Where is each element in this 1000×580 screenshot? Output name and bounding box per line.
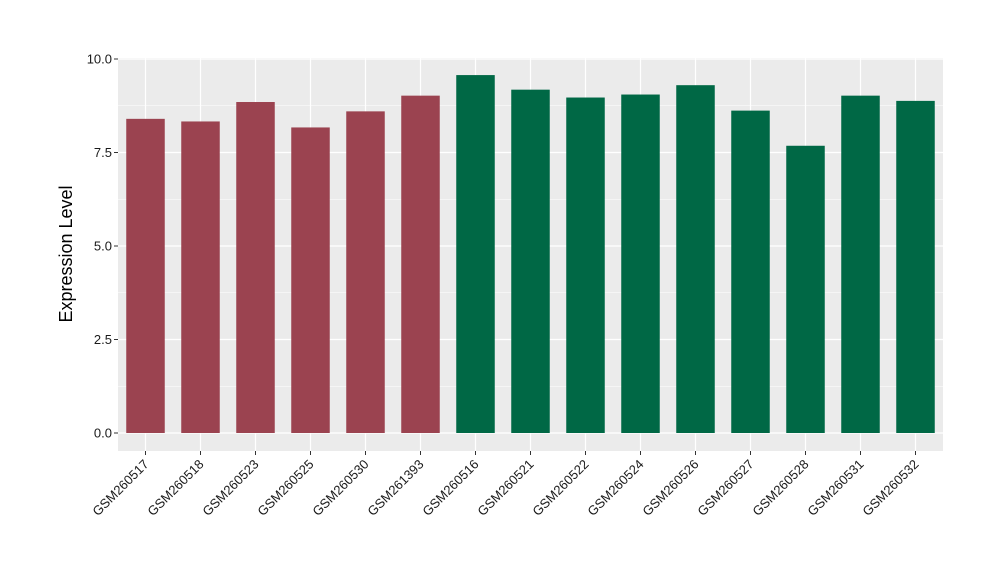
x-tick-label: GSM260517 xyxy=(89,457,151,519)
bar-GSM260516 xyxy=(456,75,495,433)
y-tick-label: 0.0 xyxy=(94,426,112,441)
bar-GSM260526 xyxy=(676,85,715,434)
bar-GSM261393 xyxy=(401,95,440,433)
bar-GSM260525 xyxy=(291,127,330,433)
x-tick-label: GSM260526 xyxy=(639,457,701,519)
x-axis: GSM260517GSM260518GSM260523GSM260525GSM2… xyxy=(89,451,922,519)
y-axis-title: Expression Level xyxy=(56,185,76,322)
y-tick-label: 5.0 xyxy=(94,239,112,254)
bar-GSM260524 xyxy=(621,94,660,433)
y-tick-label: 7.5 xyxy=(94,145,112,160)
bar-GSM260527 xyxy=(731,110,770,433)
y-tick-label: 10.0 xyxy=(87,52,112,67)
x-tick-label: GSM260530 xyxy=(309,457,371,519)
y-tick-label: 2.5 xyxy=(94,332,112,347)
bar-GSM260518 xyxy=(181,121,220,433)
bar-GSM260517 xyxy=(126,118,165,433)
bar-GSM260522 xyxy=(566,97,605,433)
x-tick-label: GSM260524 xyxy=(584,457,646,519)
bar-GSM260523 xyxy=(236,102,275,433)
bar-GSM260530 xyxy=(346,111,385,434)
x-tick-label: GSM261393 xyxy=(364,457,426,519)
x-tick-label: GSM260527 xyxy=(694,457,756,519)
x-tick-label: GSM260528 xyxy=(749,457,811,519)
y-axis: 0.0 2.5 5.0 7.5 10.0 xyxy=(87,52,118,441)
x-tick-label: GSM260516 xyxy=(419,457,481,519)
x-tick-label: GSM260531 xyxy=(804,457,866,519)
bar-GSM260531 xyxy=(841,95,880,433)
x-tick-label: GSM260525 xyxy=(254,457,316,519)
x-tick-label: GSM260522 xyxy=(529,457,591,519)
bar-GSM260532 xyxy=(896,100,935,433)
bar-GSM260521 xyxy=(511,89,550,433)
bar-GSM260528 xyxy=(786,145,825,433)
x-tick-label: GSM260532 xyxy=(859,457,921,519)
x-tick-label: GSM260523 xyxy=(199,457,261,519)
x-tick-label: GSM260518 xyxy=(144,457,206,519)
x-tick-label: GSM260521 xyxy=(474,457,536,519)
bars xyxy=(126,75,935,434)
